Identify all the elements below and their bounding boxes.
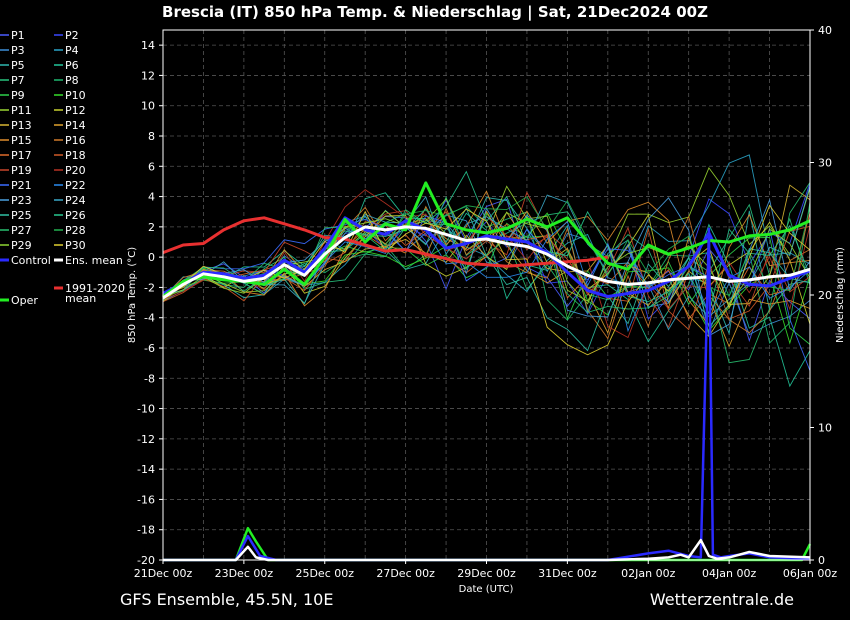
x-tick-label: 04Jan 00z (702, 567, 756, 580)
y-tick-label: -2 (144, 281, 155, 294)
y2-axis-label: Niederschlag (mm) (835, 247, 846, 343)
y2-tick-label: 40 (818, 24, 832, 37)
legend-label: P29 (11, 239, 32, 252)
y-tick-label: -16 (137, 493, 155, 506)
legend-label: P16 (65, 134, 86, 147)
member-line-p1 (162, 198, 811, 343)
x-axis-ticks: 21Dec 00z 23Dec 00z 25Dec 00z 27Dec 00z 29De… (134, 560, 837, 580)
precip-line-mean (163, 538, 811, 562)
y-tick-label: 4 (148, 191, 155, 204)
y2-axis-ticks: 40 30 20 10 0 (810, 24, 832, 567)
y-tick-label: -10 (137, 403, 155, 416)
legend-label: P19 (11, 164, 32, 177)
y2-tick-label: 30 (818, 157, 832, 170)
series-line-climate (162, 216, 609, 268)
legend-label: P18 (65, 149, 86, 162)
legend-label: mean (65, 292, 96, 305)
legend-label: P12 (65, 104, 86, 117)
member-line-p15 (162, 190, 811, 326)
legend-label: Oper (11, 294, 38, 307)
legend-label: P4 (65, 44, 79, 57)
legend-label: P28 (65, 224, 86, 237)
series-line-oper (162, 181, 811, 298)
legend-label: P3 (11, 44, 25, 57)
legend-label: P21 (11, 179, 32, 192)
y-tick-label: -18 (137, 524, 155, 537)
x-tick-label: 31Dec 00z (538, 567, 597, 580)
y-tick-label: 0 (148, 251, 155, 264)
y-tick-label: -8 (144, 372, 155, 385)
x-tick-label: 06Jan 00z (783, 567, 837, 580)
legend-label: P2 (65, 29, 79, 42)
highlight-lines (162, 181, 811, 300)
y-tick-label: -14 (137, 463, 155, 476)
y-tick-label: 6 (148, 160, 155, 173)
series-line-mean (162, 225, 811, 300)
legend-label: P13 (11, 119, 32, 132)
y-tick-label: 8 (148, 130, 155, 143)
legend-label: P14 (65, 119, 86, 132)
y-axis-label: 850 hPa Temp. (°C) (127, 247, 138, 343)
legend-label: P5 (11, 59, 25, 72)
y-tick-label: -4 (144, 312, 155, 325)
legend-label: P24 (65, 194, 86, 207)
x-tick-label: 21Dec 00z (134, 567, 193, 580)
legend-label: P17 (11, 149, 32, 162)
legend-label: P7 (11, 74, 25, 87)
y-tick-label: 14 (141, 39, 155, 52)
y-tick-label: 2 (148, 221, 155, 234)
legend-label: P11 (11, 104, 32, 117)
chart-title: Brescia (IT) 850 hPa Temp. & Niederschla… (162, 3, 708, 22)
legend-label: P23 (11, 194, 32, 207)
y2-tick-label: 20 (818, 289, 832, 302)
member-line-p21 (162, 215, 811, 371)
y2-tick-label: 10 (818, 422, 832, 435)
legend-label: 1991-2020 (65, 282, 125, 295)
y-axis-ticks: 14 12 10 8 6 4 2 0 -2 -4 -6 -8 -10 -12 -14 -16 -18 -20 (137, 39, 163, 567)
legend-label: P9 (11, 89, 25, 102)
legend-label: P15 (11, 134, 32, 147)
x-tick-label: 27Dec 00z (376, 567, 435, 580)
x-tick-label: 29Dec 00z (457, 567, 516, 580)
member-line-p25 (162, 207, 811, 352)
footer-source: Wetterzentrale.de (650, 590, 794, 609)
legend-label: P25 (11, 209, 32, 222)
y2-tick-label: 0 (818, 554, 825, 567)
y-tick-label: -12 (137, 433, 155, 446)
legend-label: P26 (65, 209, 86, 222)
y-tick-label: -20 (137, 554, 155, 567)
x-tick-label: 02Jan 00z (621, 567, 675, 580)
x-tick-label: 25Dec 00z (295, 567, 354, 580)
x-axis-label: Date (UTC) (459, 584, 514, 595)
y-tick-label: 10 (141, 100, 155, 113)
y-tick-label: 12 (141, 69, 155, 82)
legend-label: P27 (11, 224, 32, 237)
legend-label: P30 (65, 239, 86, 252)
legend: P1 P2 P3 P4 P5 P6 P7 P8 P9 P10 P11 P12 P13 P14 P15 P16 P… (0, 29, 125, 307)
legend-label: P22 (65, 179, 86, 192)
member-line-p24 (162, 185, 811, 331)
legend-label: P10 (65, 89, 86, 102)
legend-label: P8 (65, 74, 79, 87)
legend-label: Control (11, 254, 51, 267)
legend-label: P20 (65, 164, 86, 177)
legend-label: P1 (11, 29, 25, 42)
legend-label: Ens. mean (65, 254, 123, 267)
footer-model: GFS Ensemble, 45.5N, 10E (120, 590, 333, 609)
y-tick-label: -6 (144, 342, 155, 355)
legend-label: P6 (65, 59, 79, 72)
x-tick-label: 23Dec 00z (215, 567, 274, 580)
